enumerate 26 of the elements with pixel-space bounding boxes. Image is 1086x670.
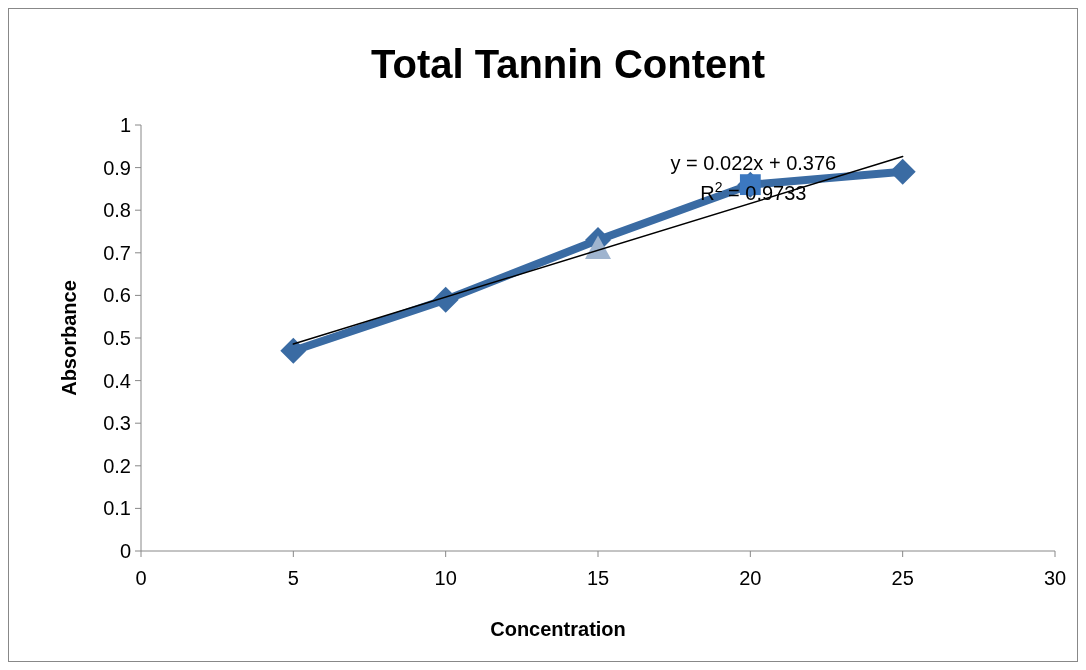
point bbox=[280, 337, 307, 364]
chart-title: Total Tannin Content bbox=[370, 42, 766, 86]
point bbox=[585, 235, 611, 259]
y-tick-label: 0.2 bbox=[103, 454, 131, 477]
x-tick-label: 0 bbox=[135, 567, 147, 589]
x-tick-label: 30 bbox=[1043, 567, 1067, 589]
y-tick-label: 0.9 bbox=[103, 156, 131, 179]
y-tick-label: 0.6 bbox=[103, 284, 131, 307]
x-tick-label: 5 bbox=[287, 567, 299, 589]
annotation: y = 0.022x + 0.376 bbox=[670, 152, 837, 174]
y-axis-title: Absorbance bbox=[58, 280, 80, 396]
point bbox=[432, 286, 459, 313]
x-tick-label: 20 bbox=[739, 567, 762, 589]
y-tick-label: 0 bbox=[119, 540, 131, 562]
x-axis-title: Concentration bbox=[490, 618, 626, 640]
y-tick-label: 0.5 bbox=[103, 327, 131, 349]
y-tick-label: 1 bbox=[119, 114, 131, 136]
y-tick-label: 0.4 bbox=[103, 369, 131, 392]
point bbox=[889, 158, 916, 185]
y-tick-label: 0.7 bbox=[103, 241, 131, 264]
y-tick-label: 0.1 bbox=[103, 497, 131, 520]
x-tick-label: 15 bbox=[586, 567, 610, 589]
y-tick-label: 0.8 bbox=[103, 199, 131, 222]
x-tick-label: 10 bbox=[434, 567, 457, 589]
y-tick-label: 0.3 bbox=[103, 412, 131, 435]
x-tick-label: 25 bbox=[891, 567, 914, 589]
